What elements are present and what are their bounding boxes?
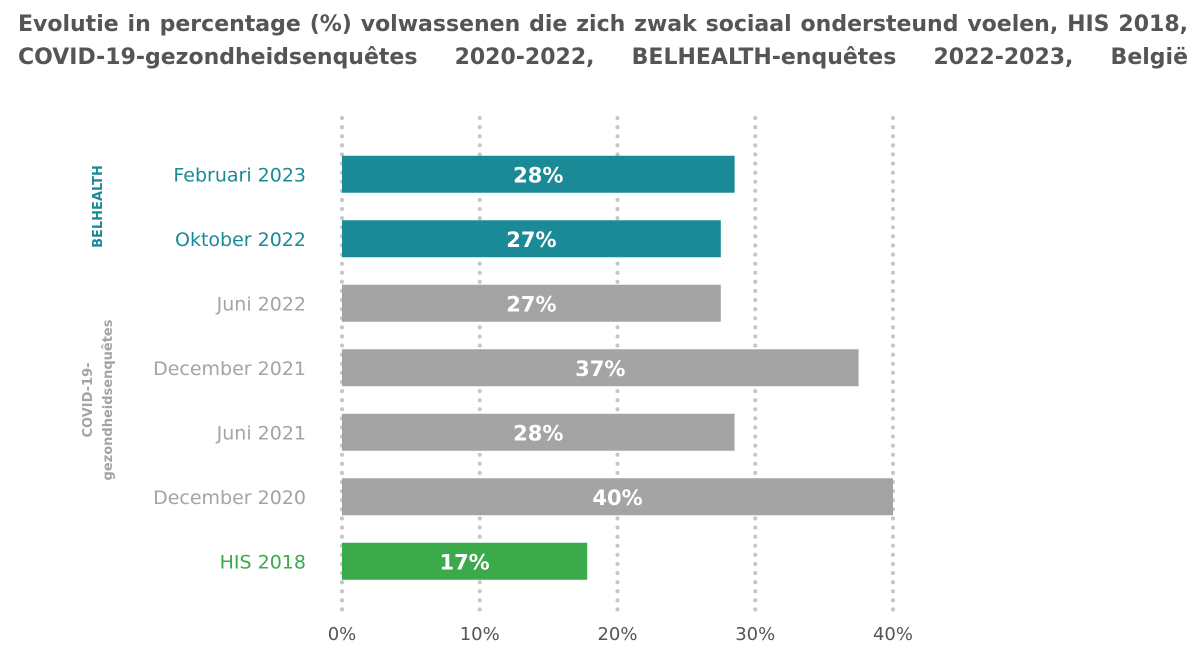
x-tick-label: 30%	[735, 624, 775, 645]
category-label: December 2020	[153, 487, 306, 509]
group-labels: BELHEALTH COVID-19- gezondheidsenquêtes	[81, 165, 116, 480]
bar-value-label: 27%	[506, 228, 556, 252]
bar-value-label: 28%	[513, 421, 563, 445]
bar-value-label: 40%	[592, 486, 642, 510]
labels-layer: 28% Februari 2023 27% Oktober 2022 27% Juni 2…	[153, 163, 643, 574]
bar	[342, 349, 859, 387]
bars-layer	[342, 155, 893, 580]
bar	[342, 542, 588, 580]
category-label: December 2021	[153, 358, 306, 380]
bar-value-label: 28%	[513, 163, 563, 187]
category-label: Juni 2022	[216, 293, 306, 315]
category-label: Oktober 2022	[175, 229, 306, 251]
bar	[342, 220, 721, 258]
chart-title: Evolutie in percentage (%) volwassenen d…	[18, 12, 1188, 70]
x-tick-label: 40%	[873, 624, 913, 645]
bar-value-label: 27%	[506, 292, 556, 316]
x-tick-label: 0%	[328, 624, 357, 645]
group-label-line: gezondheidsenquêtes	[101, 319, 116, 480]
x-tick-label: 20%	[597, 624, 637, 645]
group-label: BELHEALTH	[91, 165, 106, 248]
category-label: HIS 2018	[220, 551, 306, 573]
bar	[342, 284, 721, 322]
x-axis: 0% 10% 20% 30% 40%	[328, 624, 913, 645]
bar	[342, 478, 893, 516]
bar	[342, 155, 735, 193]
category-label: Juni 2021	[216, 422, 306, 444]
x-tick-label: 10%	[460, 624, 500, 645]
bar	[342, 413, 735, 451]
group-label-line: COVID-19-	[81, 362, 96, 437]
bar-value-label: 37%	[575, 357, 625, 381]
category-label: Februari 2023	[173, 164, 306, 186]
bar-value-label: 17%	[439, 550, 489, 574]
